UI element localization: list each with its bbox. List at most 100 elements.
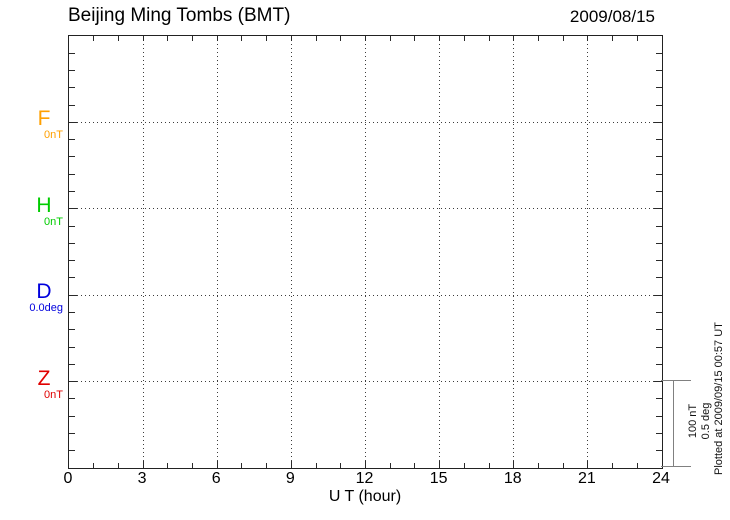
x-tick-label-9: 9 <box>285 470 295 487</box>
left-tick-22 <box>69 415 75 417</box>
top-tick-h15 <box>439 36 441 41</box>
scale-bar-label-nt: 100 nT <box>687 403 699 439</box>
bottom-tick-h14 <box>414 463 416 468</box>
gridline-hour-9 <box>290 36 292 468</box>
top-tick-h9 <box>290 36 292 41</box>
x-tick-label-15: 15 <box>429 470 448 487</box>
plotted-at-annotation: Plotted at 2009/09/15 00:57 UT <box>713 322 725 475</box>
right-tick-7 <box>656 156 662 158</box>
gridline-hour-15 <box>439 36 441 468</box>
chart-title: Beijing Ming Tombs (BMT) <box>68 5 291 26</box>
x-tick-label-3: 3 <box>137 470 147 487</box>
bottom-tick-h4 <box>167 463 169 468</box>
left-tick-12 <box>69 242 75 244</box>
left-tick-9 <box>69 191 75 193</box>
scale-bar-label: 100 nT 0.5 deg <box>687 375 715 467</box>
gridline-hour-21 <box>587 36 589 468</box>
bottom-tick-h13 <box>389 463 391 468</box>
top-tick-h3 <box>142 36 144 41</box>
right-tick-8 <box>656 173 662 175</box>
bottom-tick-h6 <box>216 461 218 468</box>
channel-H-name: H <box>36 193 52 217</box>
top-tick-h10 <box>315 36 317 41</box>
right-tick-17 <box>656 329 662 331</box>
x-axis-label: U T (hour) <box>328 488 402 505</box>
left-tick-18 <box>69 346 75 348</box>
left-tick-16 <box>69 311 75 313</box>
right-tick-15 <box>654 294 662 296</box>
top-tick-h11 <box>340 36 342 41</box>
left-tick-1 <box>69 52 75 54</box>
right-tick-19 <box>656 363 662 365</box>
scale-bar-vertical <box>673 380 674 467</box>
bottom-tick-h9 <box>290 461 292 468</box>
scale-bar-top-cap <box>661 380 691 381</box>
right-tick-3 <box>656 87 662 89</box>
top-tick-h4 <box>167 36 169 41</box>
channel-Z-baseline-value: 0nT <box>44 388 63 401</box>
left-tick-23 <box>69 432 75 434</box>
top-tick-h14 <box>414 36 416 41</box>
bottom-tick-h11 <box>340 463 342 468</box>
left-tick-8 <box>69 173 75 175</box>
channel-F-name: F <box>37 107 51 131</box>
top-tick-h2 <box>117 36 119 41</box>
bottom-tick-h19 <box>537 463 539 468</box>
right-tick-13 <box>656 260 662 262</box>
right-tick-22 <box>656 415 662 417</box>
bottom-tick-h3 <box>142 461 144 468</box>
right-tick-5 <box>654 121 662 123</box>
bottom-tick-h12 <box>365 461 366 468</box>
scale-bar-bottom-cap <box>661 466 691 467</box>
x-tick-label-21: 21 <box>577 470 596 487</box>
channel-D-name: D <box>36 280 52 304</box>
right-tick-24 <box>656 450 662 452</box>
top-tick-h1 <box>93 36 95 41</box>
bottom-tick-h23 <box>636 463 638 468</box>
bottom-tick-h21 <box>587 461 589 468</box>
bottom-tick-h8 <box>266 463 268 468</box>
right-tick-11 <box>656 225 662 227</box>
left-tick-4 <box>69 104 75 106</box>
right-tick-21 <box>656 398 662 400</box>
top-tick-h13 <box>389 36 391 41</box>
left-tick-6 <box>69 139 75 141</box>
right-tick-10 <box>654 208 662 210</box>
right-tick-2 <box>656 70 662 72</box>
right-tick-12 <box>656 242 662 244</box>
x-tick-label-12: 12 <box>355 470 374 487</box>
top-tick-h8 <box>266 36 268 41</box>
top-tick-h5 <box>192 36 194 41</box>
gridline-hour-12 <box>365 36 366 468</box>
left-tick-10 <box>69 208 77 210</box>
left-tick-24 <box>69 450 75 452</box>
plot-area <box>68 35 663 469</box>
left-tick-15 <box>69 294 77 296</box>
top-tick-h6 <box>216 36 218 41</box>
channel-Z-name: Z <box>37 366 51 390</box>
gridline-hour-18 <box>513 36 515 468</box>
top-tick-h22 <box>612 36 614 41</box>
bottom-tick-h15 <box>439 461 441 468</box>
top-tick-h7 <box>241 36 243 41</box>
bottom-tick-h7 <box>241 463 243 468</box>
left-tick-3 <box>69 87 75 89</box>
left-tick-5 <box>69 121 77 123</box>
top-tick-h18 <box>513 36 515 41</box>
right-tick-4 <box>656 104 662 106</box>
bottom-tick-h2 <box>117 463 119 468</box>
left-tick-17 <box>69 329 75 331</box>
left-tick-13 <box>69 260 75 262</box>
top-tick-h19 <box>537 36 539 41</box>
left-tick-21 <box>69 398 75 400</box>
bottom-tick-h18 <box>513 461 515 468</box>
top-tick-h20 <box>562 36 564 41</box>
bottom-tick-h20 <box>562 463 564 468</box>
top-tick-h12 <box>365 36 366 41</box>
left-tick-19 <box>69 363 75 365</box>
left-tick-2 <box>69 70 75 72</box>
gridline-hour-6 <box>216 36 218 468</box>
top-tick-h17 <box>488 36 490 41</box>
right-tick-23 <box>656 432 662 434</box>
